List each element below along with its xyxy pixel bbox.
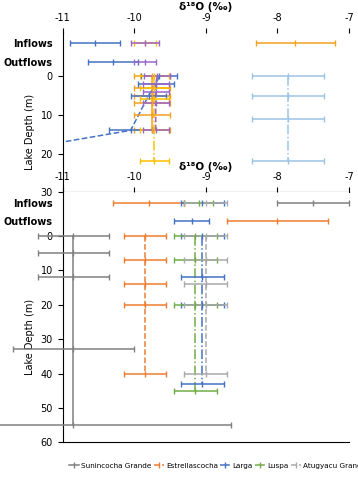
Y-axis label: Lake Depth (m): Lake Depth (m) [25,299,35,376]
Y-axis label: Lake Depth (m): Lake Depth (m) [25,94,35,170]
X-axis label: δ¹⁸O (‰): δ¹⁸O (‰) [179,162,232,172]
X-axis label: δ¹⁸O (‰): δ¹⁸O (‰) [179,2,232,12]
Legend: Yantahuaico, Dos Chorreras, Toreadora, Jigeno, Llaviucu: Yantahuaico, Dos Chorreras, Toreadora, J… [66,206,324,217]
Legend: Sunincocha Grande, Estrellascocha, Larga, Luspa, Atugyacu Grande: Sunincocha Grande, Estrellascocha, Larga… [66,460,358,471]
